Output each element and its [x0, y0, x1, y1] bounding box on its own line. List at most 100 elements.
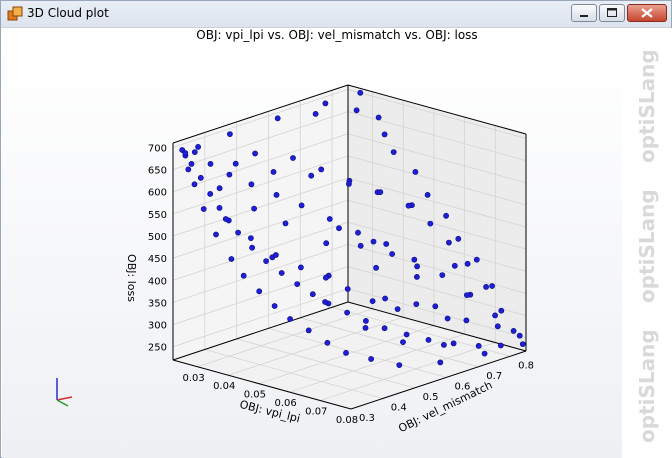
data-point-0-53: [216, 185, 223, 192]
data-point-0-42: [375, 114, 382, 121]
data-point-0-11: [309, 291, 316, 298]
data-point-0-47: [443, 212, 449, 219]
x-tick-label-4: 0.07: [305, 407, 327, 418]
watermark-1: optiSLang: [635, 49, 659, 163]
window-title: 3D Cloud plot: [27, 6, 109, 20]
maximize-button[interactable]: [599, 4, 625, 22]
data-point-0-19: [475, 342, 482, 349]
data-point-0-72: [400, 339, 406, 345]
close-icon: [628, 5, 666, 21]
z-axis-label: OBJ: loss: [125, 254, 138, 302]
data-point-0-79: [368, 356, 374, 362]
data-point-0-23: [207, 160, 214, 167]
data-point-0-29: [355, 229, 361, 236]
data-point-0-120: [444, 315, 451, 322]
data-point-0-106: [516, 332, 523, 339]
x-tick-label-5: 0.08: [336, 415, 358, 426]
data-point-0-22: [191, 149, 198, 155]
close-button[interactable]: [627, 4, 667, 22]
data-point-0-24: [226, 171, 233, 178]
data-point-0-37: [274, 115, 281, 122]
title-bar[interactable]: 3D Cloud plot: [1, 1, 671, 28]
data-point-0-64: [389, 251, 395, 257]
data-point-0-31: [411, 256, 418, 263]
data-point-0-112: [272, 252, 279, 258]
data-point-0-86: [240, 272, 247, 279]
x-tick-label-3: 0.06: [274, 398, 296, 409]
data-point-0-14: [362, 317, 369, 324]
z-tick-label-9: 700: [148, 143, 167, 154]
data-point-0-18: [450, 340, 457, 347]
svg-text:optiSLang: optiSLang: [635, 49, 659, 163]
data-point-0-13: [344, 309, 350, 316]
y-tick-label-4: 0.7: [486, 371, 502, 382]
z-tick-label-8: 650: [148, 166, 167, 177]
data-point-0-90: [191, 181, 198, 188]
data-point-0-89: [200, 206, 207, 212]
axis-edges: [172, 84, 527, 410]
z-tick-label-3: 400: [148, 276, 167, 287]
data-point-0-104: [483, 283, 489, 290]
data-point-0-91: [185, 166, 192, 173]
data-point-0-118: [413, 273, 420, 280]
data-point-0-119: [413, 301, 420, 307]
data-points: [179, 89, 526, 368]
data-point-0-114: [222, 216, 229, 222]
data-point-0-32: [439, 272, 446, 278]
y-tick-label-2: 0.5: [423, 392, 439, 403]
scatter3d-chart[interactable]: 0.03 0.04 0.05 0.06 0.07 0.08 0.3 0.4 0.5 0.6 0.7 0…: [2, 28, 622, 458]
data-point-0-49: [473, 256, 480, 263]
data-point-0-6: [235, 229, 241, 236]
data-point-0-36: [226, 131, 233, 137]
maximize-icon: [600, 5, 624, 21]
data-point-0-38: [322, 100, 329, 107]
data-point-0-3: [207, 190, 214, 197]
data-point-0-57: [282, 220, 289, 227]
data-point-0-7: [249, 244, 255, 251]
z-tick-label-7: 600: [148, 188, 167, 199]
data-point-0-88: [213, 231, 219, 238]
data-point-0-98: [345, 180, 352, 187]
data-point-0-16: [403, 331, 410, 338]
y-tick-label-1: 0.4: [391, 403, 407, 414]
data-point-0-111: [297, 264, 304, 271]
data-point-0-100: [405, 202, 412, 209]
x-tick-label-0: 0.03: [182, 373, 204, 384]
data-point-0-35: [510, 327, 517, 334]
data-point-0-27: [298, 202, 305, 209]
data-point-0-40: [312, 111, 319, 117]
data-point-0-66: [414, 263, 420, 270]
data-point-0-41: [353, 107, 360, 114]
data-point-0-76: [437, 359, 444, 366]
optislang-app-icon: [7, 6, 23, 21]
orientation-triad: [56, 378, 73, 407]
data-point-0-95: [232, 160, 239, 167]
data-point-0-8: [263, 258, 269, 264]
minimize-button[interactable]: [571, 4, 597, 22]
data-point-0-83: [287, 316, 293, 322]
data-point-0-108: [369, 298, 376, 304]
data-point-0-97: [308, 172, 315, 179]
data-point-0-74: [440, 341, 447, 348]
data-point-0-103: [464, 260, 471, 267]
data-point-0-113: [247, 235, 254, 241]
data-point-0-28: [326, 216, 333, 222]
data-point-0-73: [463, 317, 470, 324]
y-tick-label-5: 0.8: [518, 360, 534, 371]
data-point-0-51: [252, 150, 258, 157]
data-point-0-96: [270, 168, 277, 175]
tick-labels: 0.03 0.04 0.05 0.06 0.07 0.08 0.3 0.4 0.5 0.6 0.7 0…: [148, 143, 534, 426]
watermark-3: optiSLang: [635, 329, 659, 443]
plot-area[interactable]: OBJ: vpi_lpi vs. OBJ: vel_mismatch vs. O…: [2, 28, 672, 458]
data-point-0-117: [373, 264, 379, 271]
data-point-0-107: [394, 306, 401, 312]
z-tick-label-1: 300: [148, 321, 167, 332]
data-point-0-110: [322, 274, 329, 281]
svg-text:optiSLang: optiSLang: [635, 189, 659, 303]
data-point-0-82: [305, 327, 312, 334]
data-point-0-20: [497, 342, 504, 349]
z-tick-label-0: 250: [148, 343, 167, 354]
data-point-0-39: [357, 89, 364, 96]
data-point-0-84: [271, 303, 278, 309]
